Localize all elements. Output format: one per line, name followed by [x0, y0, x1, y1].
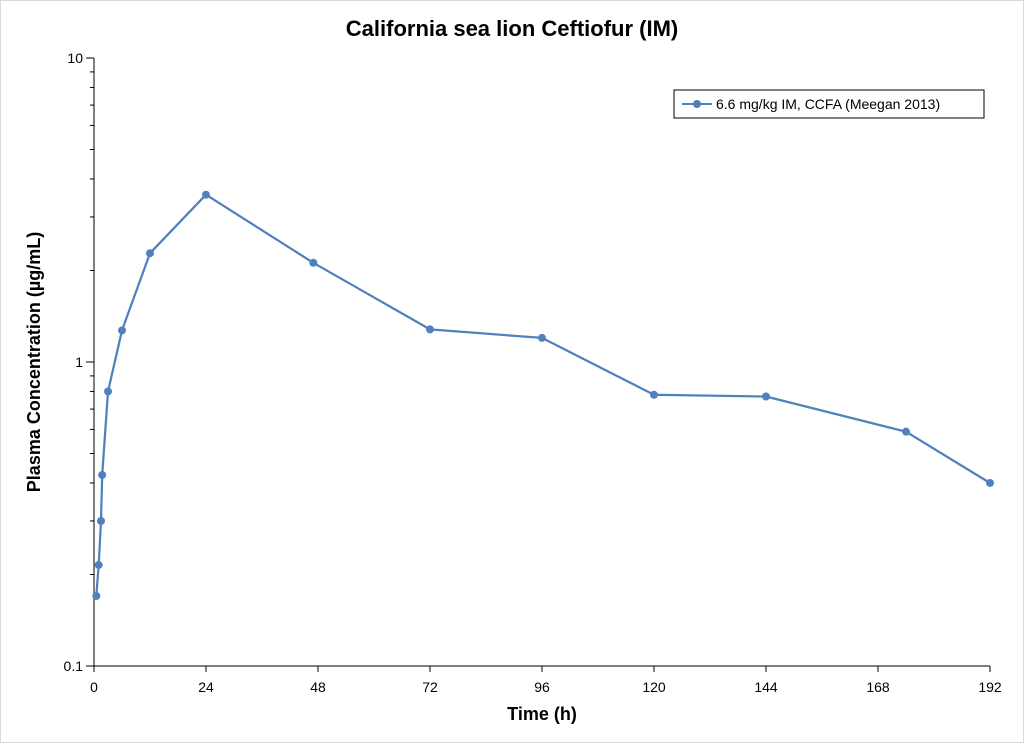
data-point: [426, 325, 434, 334]
x-axis-title: Time (h): [507, 704, 577, 724]
data-point: [97, 516, 105, 525]
data-point: [902, 427, 910, 436]
series-line: [95, 193, 991, 596]
data-point: [650, 390, 658, 399]
x-axis-ticks: 0 24 48 72 96 120 144 168 192: [90, 666, 1002, 695]
y-tick-label: 0.1: [64, 658, 84, 674]
data-point: [309, 258, 318, 267]
axes: [93, 58, 990, 667]
x-tick-label: 48: [310, 679, 326, 695]
legend: 6.6 mg/kg IM, CCFA (Meegan 2013): [673, 89, 985, 119]
y-axis-title: Plasma Concentration (µg/mL): [24, 232, 44, 492]
data-point: [118, 326, 126, 335]
data-point: [202, 190, 210, 199]
legend-marker: [693, 100, 701, 108]
series-layer: [92, 190, 994, 600]
data-point: [146, 249, 154, 258]
x-tick-label: 24: [198, 679, 214, 695]
data-point: [104, 387, 112, 396]
legend-box: [673, 89, 985, 119]
x-tick-label: 120: [642, 679, 666, 695]
x-tick-label: 144: [754, 679, 778, 695]
x-tick-label: 96: [534, 679, 550, 695]
data-point: [98, 470, 107, 479]
x-tick-label: 192: [978, 679, 1002, 695]
data-point: [94, 560, 103, 569]
data-point: [986, 478, 994, 487]
y-axis-ticks: 0.1 1 10: [64, 50, 94, 674]
chart-title: California sea lion Ceftiofur (IM): [346, 16, 678, 41]
x-tick-label: 168: [866, 679, 890, 695]
data-point: [762, 392, 770, 401]
y-tick-label: 1: [75, 354, 83, 370]
x-tick-label: 72: [422, 679, 438, 695]
legend-label: 6.6 mg/kg IM, CCFA (Meegan 2013): [716, 96, 940, 112]
x-tick-label: 0: [90, 679, 98, 695]
data-point: [92, 591, 101, 600]
data-point: [538, 333, 546, 342]
y-tick-label: 10: [67, 50, 83, 66]
